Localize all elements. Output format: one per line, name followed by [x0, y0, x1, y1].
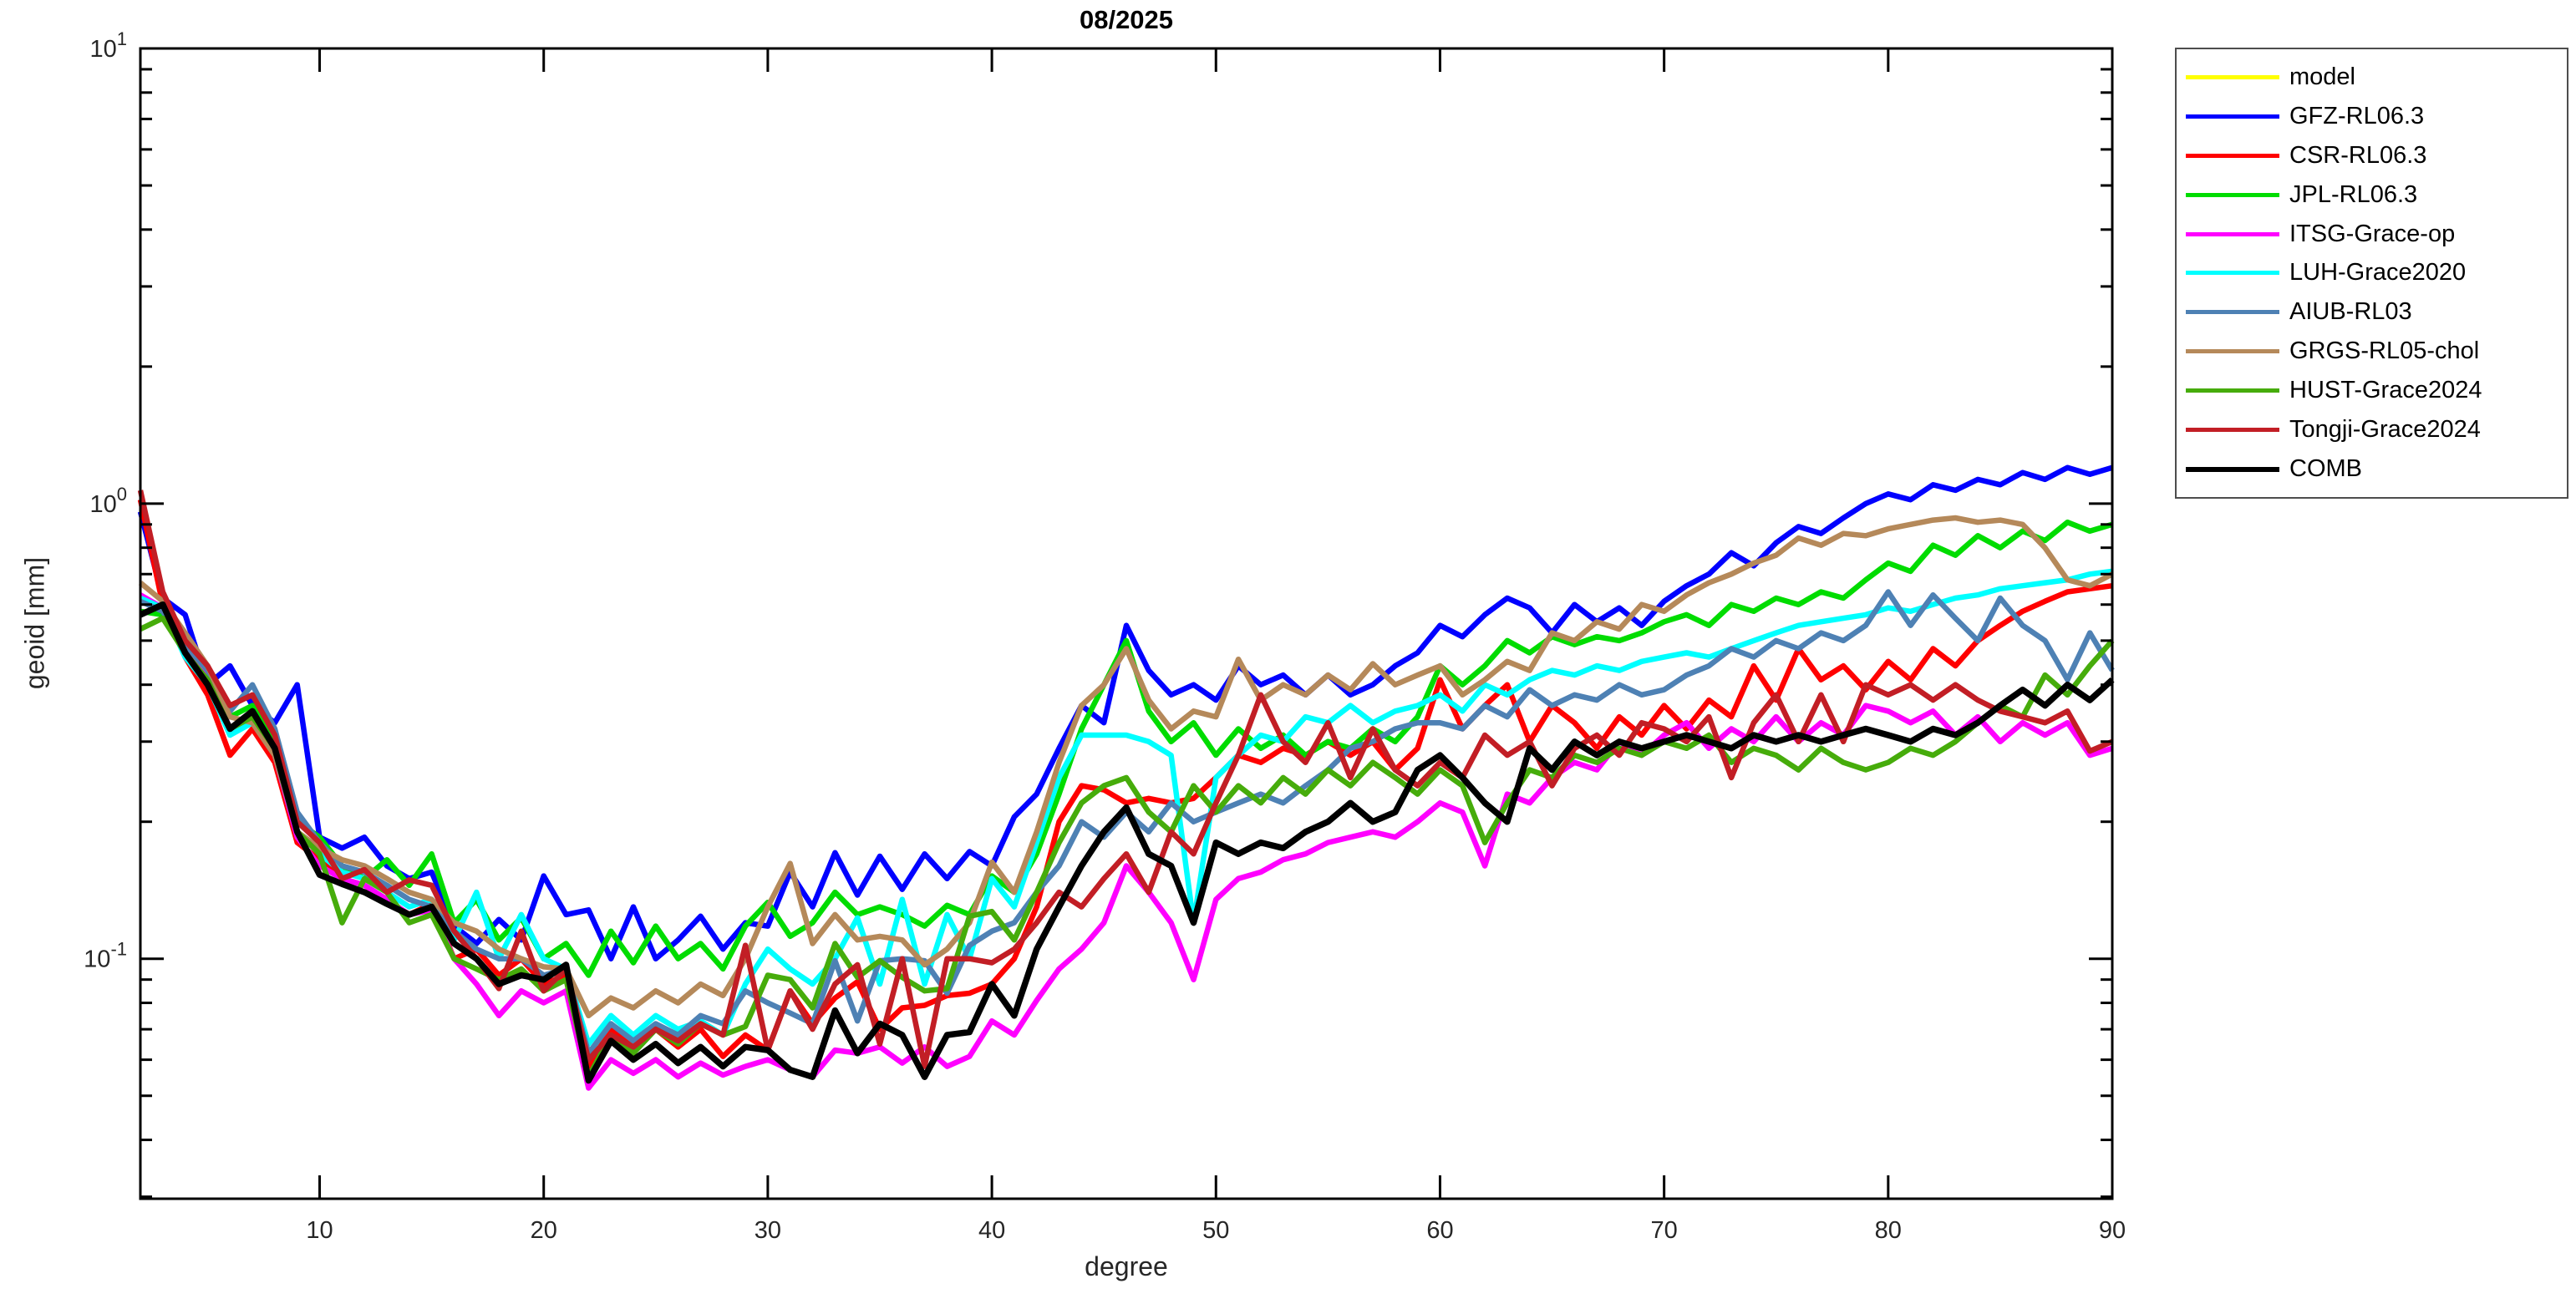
legend-item-ITSG-Grace-op: ITSG-Grace-op [2177, 216, 2567, 252]
legend-label: CSR-RL06.3 [2289, 141, 2427, 169]
legend-line-swatch [2186, 192, 2279, 197]
legend-label: model [2289, 63, 2355, 90]
x-axis-label: degree [1085, 1251, 1168, 1281]
series-line-CSR-RL06.3 [137, 499, 2113, 1069]
x-tick-label-40: 40 [978, 1217, 1005, 1244]
legend-line-swatch [2186, 388, 2279, 393]
legend-label: GFZ-RL06.3 [2289, 102, 2425, 129]
legend-item-LUH-Grace2020: LUH-Grace2020 [2177, 255, 2567, 292]
series-line-HUST-Grace2024 [139, 615, 2115, 1080]
legend-label: COMB [2289, 455, 2362, 483]
legend-box: model GFZ-RL06.3 CSR-RL06.3 JPL-RL06.3 ITSG-… [2175, 48, 2568, 499]
x-tick-label-10: 10 [306, 1217, 333, 1244]
legend-item-GFZ-RL06.3: GFZ-RL06.3 [2177, 98, 2567, 134]
legend-label: AIUB-RL03 [2289, 298, 2412, 326]
x-tick-label-20: 20 [531, 1217, 557, 1244]
x-tick-label-50: 50 [1202, 1217, 1229, 1244]
legend-item-Tongji-Grace2024: Tongji-Grace2024 [2177, 412, 2567, 449]
tick-labels: 10 20 30 40 50 60 70 80 90 101 100 10-1 [84, 28, 2126, 1244]
plot-title: 08/2025 [1079, 5, 1174, 34]
x-tick-label-80: 80 [1875, 1217, 1902, 1244]
legend-item-CSR-RL06.3: CSR-RL06.3 [2177, 137, 2567, 174]
series-line-GRGS-RL05-chol [138, 515, 2114, 1019]
legend-item-COMB: COMB [2177, 451, 2567, 488]
legend-item-GRGS-RL05-chol: GRGS-RL05-chol [2177, 333, 2567, 370]
axes-box [139, 47, 2114, 1200]
y-tick-label-1e0: 100 [89, 484, 127, 518]
legend-label: Tongji-Grace2024 [2289, 416, 2481, 444]
y-tick-label-1e-1: 10-1 [84, 939, 127, 973]
legend-line-swatch [2186, 74, 2279, 79]
legend-line-swatch [2186, 428, 2279, 433]
legend-label: LUH-Grace2020 [2289, 259, 2467, 287]
legend-label: ITSG-Grace-op [2289, 220, 2456, 247]
legend-label: HUST-Grace2024 [2289, 377, 2482, 404]
legend-line-swatch [2186, 114, 2279, 119]
legend-line-swatch [2186, 231, 2279, 236]
series-line-COMB [139, 601, 2115, 1084]
legend-line-swatch [2186, 153, 2279, 158]
legend-item-model: model [2177, 58, 2567, 95]
axis-ticks [140, 47, 2114, 1199]
legend-line-swatch [2186, 310, 2279, 315]
legend-item-HUST-Grace2024: HUST-Grace2024 [2177, 373, 2567, 409]
series-line-AIUB-RL03 [139, 589, 2115, 1057]
legend-line-swatch [2186, 271, 2279, 276]
x-tick-label-90: 90 [2099, 1217, 2126, 1244]
series-line-ITSG-Grace-op [139, 592, 2113, 1091]
legend-line-swatch [2186, 349, 2279, 354]
legend-label: GRGS-RL05-chol [2289, 337, 2480, 365]
legend-label: JPL-RL06.3 [2289, 180, 2418, 208]
y-axis-label: geoid [mm] [19, 556, 50, 690]
series-line-Tongji-Grace2024 [137, 490, 2114, 1069]
x-tick-label-30: 30 [755, 1217, 781, 1244]
legend-item-JPL-RL06.3: JPL-RL06.3 [2177, 176, 2567, 213]
series-line-GFZ-RL06.3 [137, 464, 2113, 961]
series-line-LUH-Grace2020 [139, 568, 2113, 1047]
x-tick-label-60: 60 [1426, 1217, 1453, 1244]
legend-item-AIUB-RL03: AIUB-RL03 [2177, 294, 2567, 331]
x-tick-label-70: 70 [1651, 1217, 1678, 1244]
legend-line-swatch [2186, 466, 2279, 472]
y-tick-label-1e1: 101 [89, 28, 127, 63]
